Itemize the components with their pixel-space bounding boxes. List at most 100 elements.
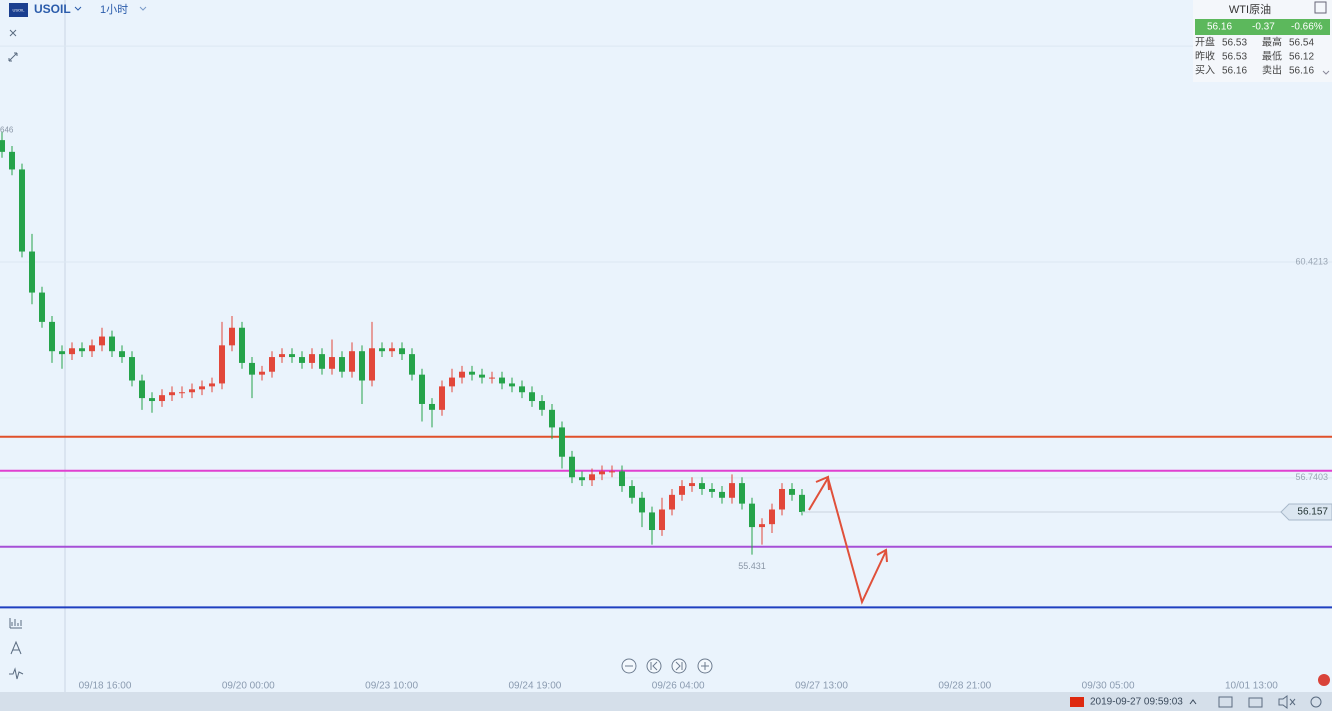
candle-body bbox=[189, 389, 195, 393]
candle-body bbox=[459, 371, 465, 378]
collapse-icon[interactable] bbox=[8, 52, 18, 62]
candle-body bbox=[349, 351, 355, 372]
alert-icon[interactable] bbox=[1318, 674, 1330, 686]
candle-body bbox=[49, 321, 55, 352]
candle-body bbox=[59, 351, 65, 355]
candle-body bbox=[199, 386, 205, 390]
candle-body bbox=[489, 377, 495, 379]
candle-body bbox=[709, 488, 715, 492]
candle-body bbox=[619, 471, 625, 487]
last-price-label: 56.157 bbox=[1297, 507, 1328, 518]
settings-icon[interactable] bbox=[1310, 696, 1322, 708]
candle-body bbox=[529, 392, 535, 402]
candle-body bbox=[789, 488, 795, 495]
quote-field-value: 56.53 bbox=[1222, 38, 1247, 49]
candle-body bbox=[479, 374, 485, 378]
candle-body bbox=[249, 362, 255, 375]
x-tick-label: 09/26 04:00 bbox=[652, 681, 705, 692]
x-tick-label: 09/24 19:00 bbox=[508, 681, 561, 692]
symbol-name[interactable]: USOIL bbox=[34, 2, 71, 16]
x-tick-label: 10/01 13:00 bbox=[1225, 681, 1278, 692]
candle-body bbox=[159, 395, 165, 402]
candle-body bbox=[19, 169, 25, 252]
candle-body bbox=[799, 494, 805, 513]
x-tick-label: 09/18 16:00 bbox=[79, 681, 132, 692]
candle-body bbox=[449, 377, 455, 387]
candle-body bbox=[649, 512, 655, 531]
candle-body bbox=[359, 351, 365, 381]
arrow-path bbox=[808, 475, 887, 605]
candle-body bbox=[129, 357, 135, 381]
quote-rows: 开盘 56.53 最高 56.54 昨收 56.53 最低 56.12 买入 56.16 卖出 56.… bbox=[1195, 36, 1314, 77]
close-icon[interactable] bbox=[9, 29, 17, 37]
scroll-start[interactable] bbox=[646, 658, 662, 674]
candle-body bbox=[779, 488, 785, 510]
logo-text: USOIL bbox=[12, 8, 25, 13]
quote-field-label: 卖出 bbox=[1262, 64, 1282, 77]
candle-body bbox=[219, 345, 225, 384]
candle-body bbox=[739, 483, 745, 504]
window-icon[interactable] bbox=[1218, 696, 1233, 708]
candle-body bbox=[439, 386, 445, 410]
quote-bg bbox=[1193, 0, 1332, 82]
toolbar-top[interactable]: USOIL USOIL 1小时 bbox=[9, 2, 147, 17]
candle-body bbox=[179, 392, 185, 394]
panel-icon[interactable] bbox=[1314, 1, 1327, 14]
candle-body bbox=[209, 383, 215, 387]
candle-body bbox=[419, 374, 425, 404]
candle-body bbox=[339, 357, 345, 372]
candle-body bbox=[329, 357, 335, 369]
candle-body bbox=[269, 357, 275, 372]
candle-body bbox=[599, 471, 605, 475]
scroll-end[interactable] bbox=[671, 658, 687, 674]
candle-body bbox=[379, 348, 385, 352]
quote-field-label: 昨收 bbox=[1195, 50, 1215, 63]
zoom-controls bbox=[621, 658, 713, 674]
candle-body bbox=[289, 354, 295, 358]
candle-body bbox=[669, 494, 675, 510]
x-tick-label: 09/30 05:00 bbox=[1082, 681, 1135, 692]
camera-icon[interactable] bbox=[1248, 697, 1263, 708]
candle-body bbox=[99, 336, 105, 346]
candle-body bbox=[499, 377, 505, 384]
candle-body bbox=[0, 140, 5, 152]
x-tick-label: 09/27 13:00 bbox=[795, 681, 848, 692]
wave-icon[interactable] bbox=[9, 667, 24, 680]
expand-chevron[interactable] bbox=[1322, 70, 1330, 75]
candle-body bbox=[399, 348, 405, 355]
arrow-head bbox=[815, 475, 830, 491]
quote-field-value: 56.16 bbox=[1289, 66, 1314, 77]
left-tools bbox=[8, 29, 24, 680]
candle-body bbox=[39, 292, 45, 322]
chevron bbox=[74, 6, 82, 11]
candle-body bbox=[559, 427, 565, 457]
interval[interactable]: 1小时 bbox=[100, 3, 128, 16]
quote-field-label: 买入 bbox=[1195, 65, 1215, 77]
indicator-icon[interactable] bbox=[9, 618, 22, 629]
candle-body bbox=[699, 483, 705, 489]
candle-body bbox=[299, 357, 305, 363]
candle-body bbox=[509, 383, 515, 387]
quote-field-value: 56.54 bbox=[1289, 38, 1314, 49]
candle-body bbox=[9, 151, 15, 170]
x-tick-label: 09/20 00:00 bbox=[222, 681, 275, 692]
quote-change-pct: -0.66% bbox=[1291, 22, 1323, 33]
quote-price: 56.16 bbox=[1207, 22, 1232, 33]
mute-icon[interactable] bbox=[1278, 695, 1296, 709]
control-glyphs bbox=[625, 661, 709, 671]
candle-body bbox=[69, 348, 75, 355]
timestamp: 2019-09-27 09:59:03 bbox=[1090, 697, 1183, 708]
footer-icons bbox=[1218, 695, 1322, 709]
candle-body bbox=[119, 351, 125, 358]
high-marker: 646 bbox=[0, 126, 14, 135]
draw-icon[interactable] bbox=[10, 640, 22, 655]
x-tick-label: 09/28 21:00 bbox=[938, 681, 991, 692]
candle-body bbox=[679, 486, 685, 495]
footer-bar bbox=[0, 692, 1332, 711]
caret[interactable] bbox=[1189, 699, 1197, 705]
quote-field-value: 56.12 bbox=[1289, 52, 1314, 63]
candle-body bbox=[549, 409, 555, 428]
quote-panel: WTI原油 56.16 -0.37 -0.66% 开盘 56.53 最高 56.54 昨… bbox=[1193, 0, 1332, 82]
